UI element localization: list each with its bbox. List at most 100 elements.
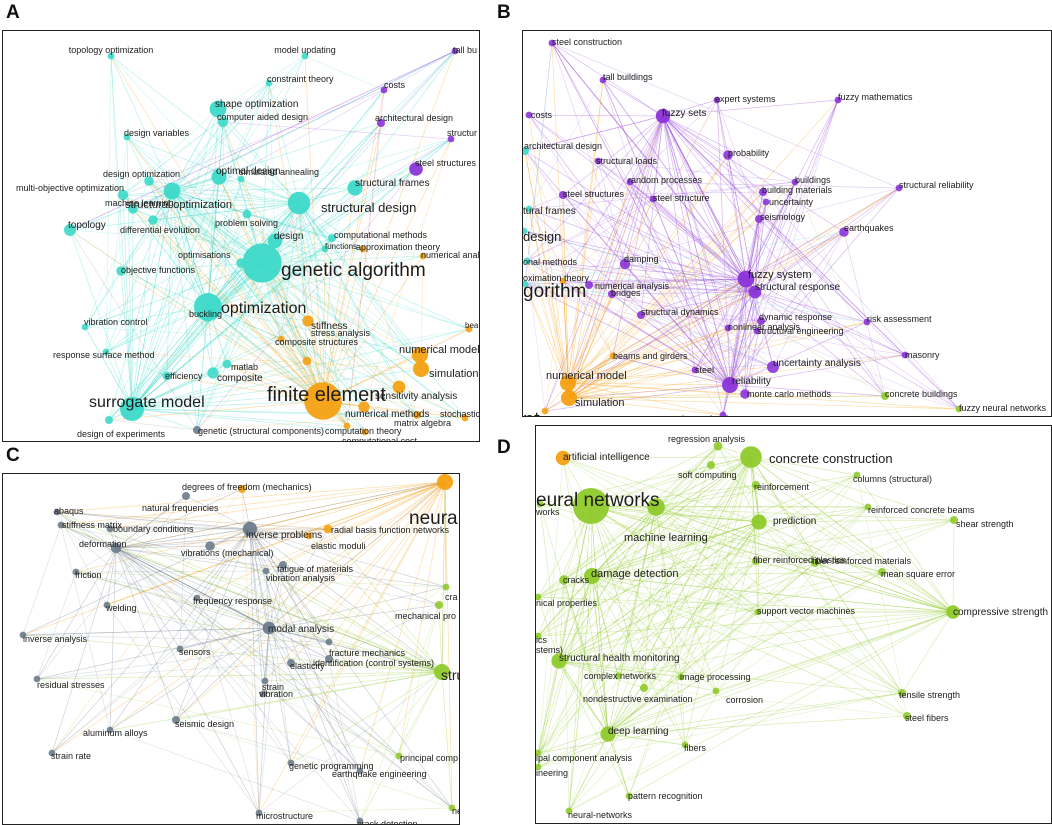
edge [109,729,361,822]
node-architectural-design-b [523,147,529,155]
edge [551,42,756,293]
edge [324,138,452,250]
label-structural-frames-a: structural frames [355,178,429,189]
edge [307,320,400,388]
edge [567,278,747,384]
edge [617,456,752,677]
edge [268,627,443,673]
edge [69,202,300,231]
edge [115,547,260,814]
label-structural-frames-b: tural frames [523,206,576,217]
edges [537,445,955,812]
edge [655,506,717,692]
label-tall-buildings: tall buildings [603,72,653,82]
label-design-of-experiments: design of experiments [77,429,166,439]
edge [362,248,418,416]
edge [265,481,446,572]
edge [60,524,264,695]
edge [588,278,747,286]
edge [240,178,276,242]
label-neural-networks: eural networks [536,490,660,511]
edge [526,260,747,280]
node-steel [691,366,699,374]
edge [249,528,264,695]
edge [523,230,756,293]
edge [209,528,251,547]
edge [179,495,187,650]
edge [241,488,260,814]
node-strain [261,677,269,685]
edge [196,481,446,599]
edge [444,481,447,588]
edge [36,571,77,680]
node-regression-analysis [713,441,723,451]
label-shear-strength: shear strength [956,519,1014,529]
edge [729,321,868,386]
edge [175,528,251,721]
node-steel-construction [548,39,556,47]
edge [750,456,757,562]
edge [602,79,664,117]
edge [628,611,954,797]
edge [758,218,960,410]
edge [322,255,424,402]
edge [655,506,686,746]
edge [528,208,756,293]
edge [105,262,263,353]
label-architectural-design-b: architectural design [524,141,602,151]
label-crack-detection: crack detection [357,819,418,824]
edge [268,481,446,629]
edge [591,575,682,678]
edge [562,194,756,293]
edge [261,262,324,402]
node-uncertainty [762,198,770,206]
edge [290,662,443,673]
edge [563,506,657,581]
edge [617,611,954,677]
label-probability: probability [728,148,770,158]
edge [729,99,839,386]
edge [108,400,324,421]
edge [567,293,613,384]
edge [607,562,816,735]
edge [441,481,446,673]
edge [754,291,906,356]
edge [196,597,292,764]
edge [274,240,364,250]
edge [304,55,324,402]
edge [562,457,609,735]
label-genetic-algorithm: genetic algorithm [281,260,426,281]
node-composite-structures [277,335,285,343]
edge [745,191,764,280]
label-bridges: bridges [611,288,641,298]
edge [551,42,731,386]
edge [249,528,453,809]
label-gorithm: gorithm [523,281,586,302]
node-structural-frames-b [525,205,533,213]
node-microstructure [255,809,263,817]
label-simulated-annealing: simulated annealing [239,167,319,177]
edge [22,634,443,673]
label-buildings: buildings [795,175,831,185]
label-steel-structure: steel structure [653,193,710,203]
edge [131,408,418,416]
edge [562,194,731,386]
edge [171,190,308,362]
edge [563,579,570,812]
edge [246,213,333,239]
edge [298,202,365,408]
node-machine-learning-a [128,204,138,214]
edge [562,280,731,386]
edge [196,528,251,599]
labels: topology optimization model updating tall … [16,45,479,441]
node-response-surface-method [102,348,110,356]
node-monte-carlo-methods [740,389,750,399]
node-soft-computing [707,461,715,469]
edge [226,363,466,419]
edge [265,570,270,629]
edge [729,278,747,386]
edge [69,229,198,431]
edge [537,521,760,754]
edge [524,150,570,399]
edge [727,187,900,329]
